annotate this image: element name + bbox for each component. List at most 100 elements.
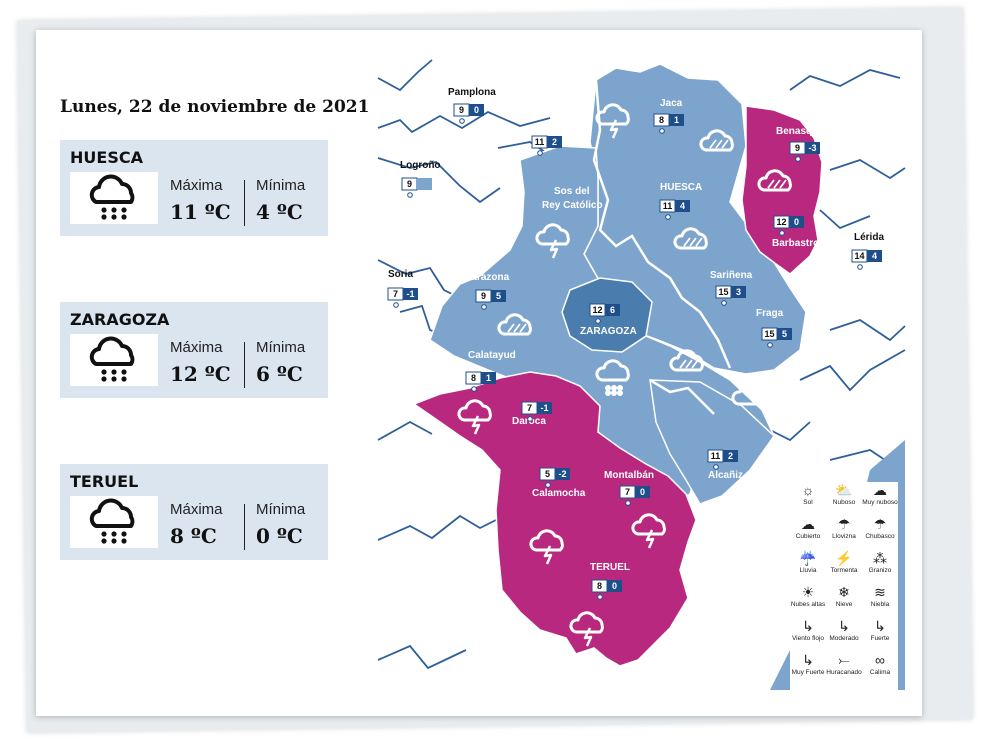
min-temp-box	[537, 402, 552, 414]
fog-icon: ≋	[874, 584, 886, 600]
overcast-icon	[673, 227, 708, 250]
divider	[244, 342, 245, 388]
city-label: TERUEL	[590, 562, 630, 573]
city-dot	[795, 156, 801, 162]
city-name: TERUEL	[70, 472, 139, 491]
overcast-icon	[757, 169, 792, 192]
max-temp: 7	[527, 403, 532, 413]
city-dot	[595, 318, 601, 324]
wind-light-icon: ↳	[802, 618, 814, 634]
max-label: Máxima	[170, 339, 223, 356]
max-temp: 8	[471, 373, 476, 383]
legend-item: ↳ Viento flojo	[791, 618, 825, 642]
city-dot	[537, 150, 543, 156]
province-borders	[592, 79, 732, 415]
city-dot	[545, 482, 551, 488]
min-value: 0 ºC	[256, 524, 303, 548]
max-temp: 15	[764, 329, 774, 339]
min-temp: 3	[736, 287, 741, 297]
city-marker: Sos del Rey Católico 11 2	[531, 135, 603, 211]
city-marker: Lérida 14 4	[851, 232, 884, 270]
storm-icon	[595, 103, 630, 139]
weather-legend: ☼ Sol ⛅ Nuboso ☁ Muy nuboso ☁ Cubierto ☂ Llov…	[790, 482, 898, 690]
cloud-icon	[731, 383, 766, 406]
min-label: Mínima	[256, 501, 306, 518]
min-temp-box	[635, 486, 650, 498]
max-temp: 9	[795, 143, 800, 153]
city-marker: HUESCA 11 4	[659, 182, 702, 220]
storm-icon	[631, 513, 666, 549]
city-dot	[393, 302, 399, 308]
overcast-icon	[497, 313, 532, 336]
city-label: Alcañiz	[708, 470, 743, 481]
max-temp: 11	[711, 451, 721, 461]
wind-strong-icon: ↳	[874, 618, 886, 634]
storm-icon: ⚡	[835, 550, 853, 566]
max-temp: 7	[393, 289, 398, 299]
max-label: Máxima	[170, 177, 223, 194]
min-temp: 0	[474, 105, 479, 115]
sun-cloud-icon: ⛅	[835, 482, 853, 498]
min-temp-box	[805, 142, 820, 154]
city-label: Jaca	[660, 98, 683, 109]
min-temp: -1	[540, 403, 548, 413]
city-dot	[597, 594, 603, 600]
legend-item: ☔ Lluvia	[790, 550, 826, 574]
min-temp: 0	[640, 487, 645, 497]
min-label: Mínima	[256, 177, 306, 194]
min-temp: 2	[552, 137, 557, 147]
min-temp: 2	[728, 451, 733, 461]
max-temp: 12	[592, 305, 602, 315]
legend-item: ☁ Muy nuboso	[862, 482, 898, 506]
city-dot	[527, 416, 533, 422]
city-label: ZARAGOZA	[580, 326, 637, 337]
min-temp-box	[555, 468, 570, 480]
rain-cloud-icon	[70, 172, 158, 224]
storm-icon	[569, 611, 604, 647]
city-label: Tarazona	[466, 272, 510, 283]
rain-icon: ☔	[799, 550, 817, 566]
hurricane-icon: ⤚	[838, 652, 850, 668]
city-marker: Barbastro 12 0	[772, 215, 819, 249]
city-dot	[767, 342, 773, 348]
city-marker: Fraga 15 5	[756, 308, 792, 348]
min-temp: -1	[406, 289, 414, 299]
min-temp: 4	[872, 251, 877, 261]
legend-item: ⛅ Nuboso	[826, 482, 862, 506]
city-label: Calatayud	[468, 350, 516, 361]
legend-item: ☁ Cubierto	[790, 516, 826, 540]
haze-icon: ∞	[875, 652, 885, 668]
city-marker: Soria 7 -1	[387, 269, 418, 308]
storm-icon	[457, 399, 492, 435]
min-temp-box	[491, 290, 506, 302]
min-temp: 0	[794, 217, 799, 227]
city-marker: Daroca7-1	[512, 401, 552, 427]
city-label: Pamplona	[448, 87, 496, 98]
max-temp: 8	[597, 581, 602, 591]
wind-moderate-icon: ↳	[838, 618, 850, 634]
city-dot	[481, 304, 487, 310]
forecast-card-teruel: TERUEL Máxima 8 ºC Mínima 0 ºC	[60, 464, 328, 560]
city-name: HUESCA	[70, 148, 143, 167]
min-temp: 6	[610, 305, 615, 315]
max-temp: 8	[659, 115, 664, 125]
hail-icon: ⁂	[873, 550, 887, 566]
min-label: Mínima	[256, 339, 306, 356]
max-value: 12 ºC	[170, 362, 231, 386]
legend-item: ⁂ Granizo	[862, 550, 898, 574]
city-dot	[779, 230, 785, 236]
legend-item: ≋ Niebla	[862, 584, 898, 608]
min-temp-box	[867, 250, 882, 262]
city-dot	[459, 118, 465, 124]
overcast-icon	[669, 349, 704, 372]
max-value: 8 ºC	[170, 524, 217, 548]
city-marker: Alcañiz 11 2	[707, 449, 743, 481]
legend-item: ↳ Moderado	[826, 618, 862, 642]
legend-item: ☂ Llovizna	[826, 516, 862, 540]
rain-icon	[595, 359, 630, 396]
legend-item: ⤚ Huracanado	[826, 652, 862, 676]
forecast-card-huesca: HUESCA Máxima 11 ºC Mínima 4 ºC	[60, 140, 328, 236]
min-temp: 1	[486, 373, 491, 383]
min-temp-box	[481, 372, 496, 384]
